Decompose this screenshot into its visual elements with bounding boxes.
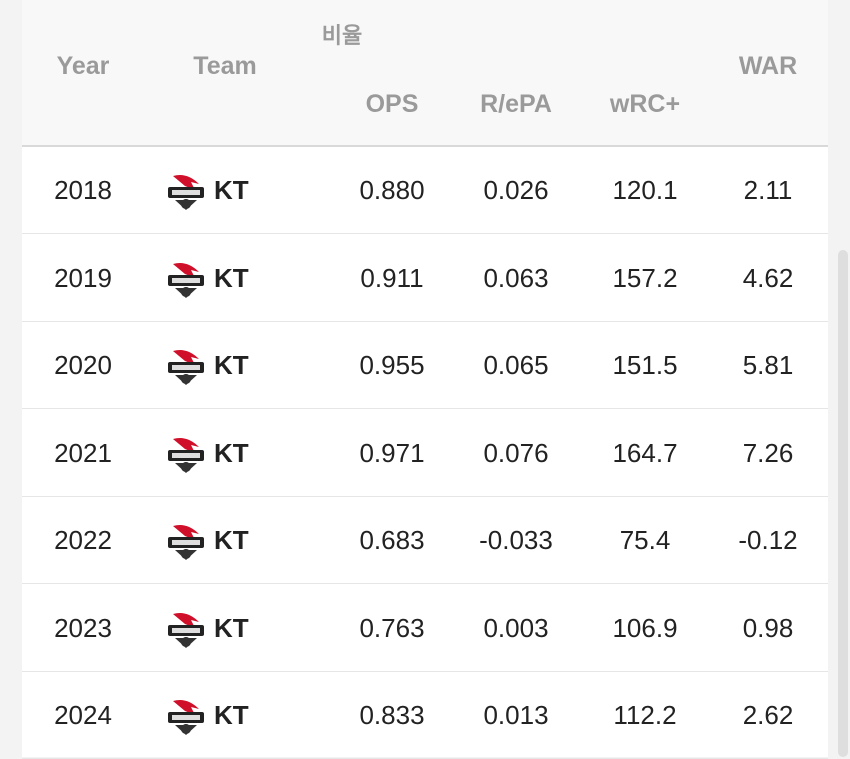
table-row[interactable]: 2023 KT 0.763 0.003 106.9 0.98 [22,585,828,672]
cell: 106.9 [612,612,678,643]
cell: 2021 [54,437,112,468]
table-row[interactable]: 2018 KT 0.880 0.026 120.1 2.11 [22,147,828,234]
team-logo [165,345,207,392]
cell: 4.62 [742,262,794,293]
group-header: 비율 [321,23,363,48]
team-name: KT [214,700,249,730]
cell: 2019 [54,262,112,293]
team-logo [165,608,207,655]
team-logo [165,695,207,742]
cell: 0.880 [359,175,425,205]
column-header[interactable]: WAR [738,52,798,80]
cell: 151.5 [612,350,678,380]
cell: 0.063 [483,262,549,293]
column-header[interactable]: OPS [365,90,419,118]
cell: 2022 [54,525,112,555]
team-name: KT [214,525,249,555]
table-row[interactable]: 2019 KT 0.911 0.063 157.2 4.62 [22,235,828,322]
team-name: KT [214,350,249,380]
table-row[interactable]: 2021 KT 0.971 0.076 164.7 7.26 [22,410,828,497]
cell: -0.033 [479,525,553,555]
team-logo [165,520,207,567]
cell: 0.065 [483,350,549,380]
cell: 0.763 [359,612,425,643]
team-logo [165,258,207,305]
cell: 2.11 [743,175,793,205]
cell: 157.2 [612,262,678,293]
team-logo [165,433,207,480]
cell: 2020 [54,350,112,380]
cell: 0.013 [483,700,549,730]
cell: 2.62 [742,700,794,730]
column-header[interactable]: wRC+ [609,90,681,118]
team-name: KT [214,437,249,468]
table-row[interactable]: 2022 KT 0.683 -0.033 75.4 -0.12 [22,497,828,584]
scrollbar[interactable] [838,250,848,757]
column-header[interactable]: R/ePA [480,90,552,118]
team-name: KT [214,175,249,205]
cell: 0.98 [742,612,794,643]
stats-table: 비율 Year Team OPS R/ePA wRC+ WAR 2018 KT 0.880 0.… [22,0,828,759]
cell: 0.003 [483,612,549,643]
cell: 0.026 [483,175,549,205]
cell: 5.81 [742,350,794,380]
team-logo [165,170,207,217]
cell: -0.12 [738,525,798,555]
cell: 0.076 [483,437,549,468]
cell: 2018 [54,175,112,205]
cell: 112.2 [613,700,677,730]
cell: 0.683 [359,525,425,555]
cell: 0.833 [359,700,425,730]
cell: 164.7 [612,437,678,468]
cell: 120.1 [612,175,678,205]
team-name: KT [214,262,249,293]
column-header[interactable]: Year [56,52,110,80]
table-header: 비율 Year Team OPS R/ePA wRC+ WAR [22,0,828,147]
cell: 0.911 [360,262,424,293]
cell: 7.26 [742,437,794,468]
cell: 2023 [54,612,112,643]
table-row[interactable]: 2020 KT 0.955 0.065 151.5 5.81 [22,322,828,409]
cell: 0.971 [359,437,425,468]
table-row[interactable]: 2024 KT 0.833 0.013 112.2 2.62 [22,672,828,759]
cell: 2024 [54,700,112,730]
cell: 75.4 [619,525,671,555]
cell: 0.955 [359,350,425,380]
team-name: KT [214,612,249,643]
column-header[interactable]: Team [193,52,257,80]
